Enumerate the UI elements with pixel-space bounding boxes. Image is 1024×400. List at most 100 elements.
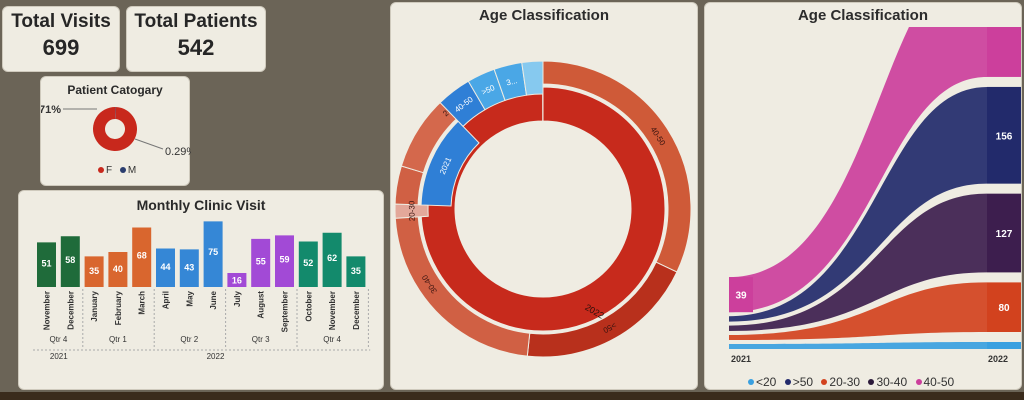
month-tick-label: November [328,291,337,330]
donut-inner-label: 20-30 [407,200,416,221]
age-donut-card: Age Classification 40-50>5030-4020-3020-… [390,2,698,390]
bar-value-label: 35 [89,266,99,276]
legend-dot [821,379,828,386]
kpi-total-visits: Total Visits 699 [2,6,120,72]
female-pct-label: 99.71% [41,104,61,116]
bar-value-label: 44 [160,262,170,272]
legend-label: 20-30 [829,375,861,389]
legend-dot [868,379,875,386]
month-tick-label: March [138,291,147,315]
ribbon-value-label: 80 [998,303,1010,314]
quarter-label: Qtr 1 [109,335,127,344]
kpi-value: 699 [42,35,80,60]
bottom-strip [0,392,1024,400]
bar-value-label: 68 [137,250,147,260]
ribbon-legend: <20 >50 20-30 30-40 40-50 [743,375,954,389]
ribbon-start-bar [729,277,753,313]
patient-category-chart: 99.71% 0.29% [41,104,191,158]
card-title: Patient Catogary [67,83,163,97]
month-tick-label: July [233,290,242,307]
legend-label: M [127,165,137,176]
ribbon-band [729,282,987,340]
legend-dot [98,166,104,173]
bar [179,249,199,287]
kpi-value: 542 [177,35,215,60]
ribbon-value-label: 127 [996,229,1013,240]
age-donut-chart: 40-50>5030-4020-3020-30202140-50>503...2… [394,60,692,358]
donut-inner-label: 3... [505,76,518,87]
bar [156,248,175,287]
quarter-label: Qtr 2 [180,335,198,344]
chart-title: Age Classification [478,7,610,24]
x-tick-label: 2022 [988,354,1008,364]
bar [84,256,104,287]
legend-dot [119,166,126,173]
legend-label: 40-50 [923,375,955,389]
pie-slice [115,107,117,120]
month-tick-label: May [185,290,194,306]
bar [203,221,223,287]
month-tick-label: February [114,290,123,325]
bar [346,256,366,287]
bar-value-label: 62 [327,253,337,263]
ribbon-end-bar [987,86,1021,184]
chart-title: Age Classification [797,7,929,24]
bar [227,273,247,287]
ribbon-band [729,342,987,349]
month-tick-label: November [43,291,52,330]
monthly-visit-card: Monthly Clinic Visit 51 November 58 Decembe… [18,190,384,390]
bar-value-label: 59 [279,255,289,265]
male-pct-label: 0.29% [165,146,191,158]
kpi-label: Total Patients [134,11,258,32]
legend-label: 30-40 [876,375,908,389]
bar [251,238,271,287]
kpi-label: Total Visits [11,11,111,32]
bar-value-label: 16 [232,275,242,285]
bar [322,232,342,287]
month-tick-label: August [257,291,266,319]
bar [37,242,56,287]
ribbon-band [729,27,987,313]
quarter-label: Qtr 3 [252,335,270,344]
month-tick-label: January [90,290,99,321]
ribbon-end-bar [987,282,1021,332]
month-tick-label: December [66,291,75,330]
legend-dot [748,379,754,386]
bar [108,252,128,287]
ribbon-end-bar [987,27,1021,77]
bar [298,241,318,287]
monthly-visit-chart: 51 November 58 December 35 January 40 February 6… [33,221,371,361]
patient-category-card: Patient Catogary 99.71% 0.29% F M [40,76,191,186]
bar-value-label: 43 [184,262,194,272]
quarter-label: Qtr 4 [50,335,68,344]
kpi-total-patients: Total Patients 542 [126,6,266,72]
patient-category-legend: F M [93,165,136,176]
bar-value-label: 40 [113,264,123,274]
x-tick-label: 2021 [731,354,751,364]
bar-value-label: 52 [303,258,313,268]
legend-label: >50 [792,375,814,389]
bar-value-label: 35 [351,266,361,276]
month-tick-label: June [209,290,218,309]
bar [60,236,80,287]
month-tick-label: September [281,291,290,332]
legend-dot [915,379,922,386]
ribbon-band [729,193,987,331]
month-tick-label: December [352,291,361,330]
donut-inner-slice [521,60,544,96]
year-label: 2022 [207,352,225,361]
bar-value-label: 58 [65,255,75,265]
legend-label: <20 [756,375,777,389]
donut-hole [456,122,630,296]
bar [132,227,152,287]
ribbon-value-label: 156 [996,131,1013,142]
bar-value-label: 51 [41,258,51,268]
month-tick-label: October [304,291,313,322]
age-ribbon-chart: 801271562023920212022 [729,27,1021,364]
ribbon-end-bar [987,193,1021,273]
ribbon-band [729,86,987,322]
legend-dot [784,379,791,386]
bar-value-label: 55 [256,257,266,267]
year-label: 2021 [50,352,68,361]
age-ribbon-card: Age Classification 801271562023920212022… [704,2,1022,390]
